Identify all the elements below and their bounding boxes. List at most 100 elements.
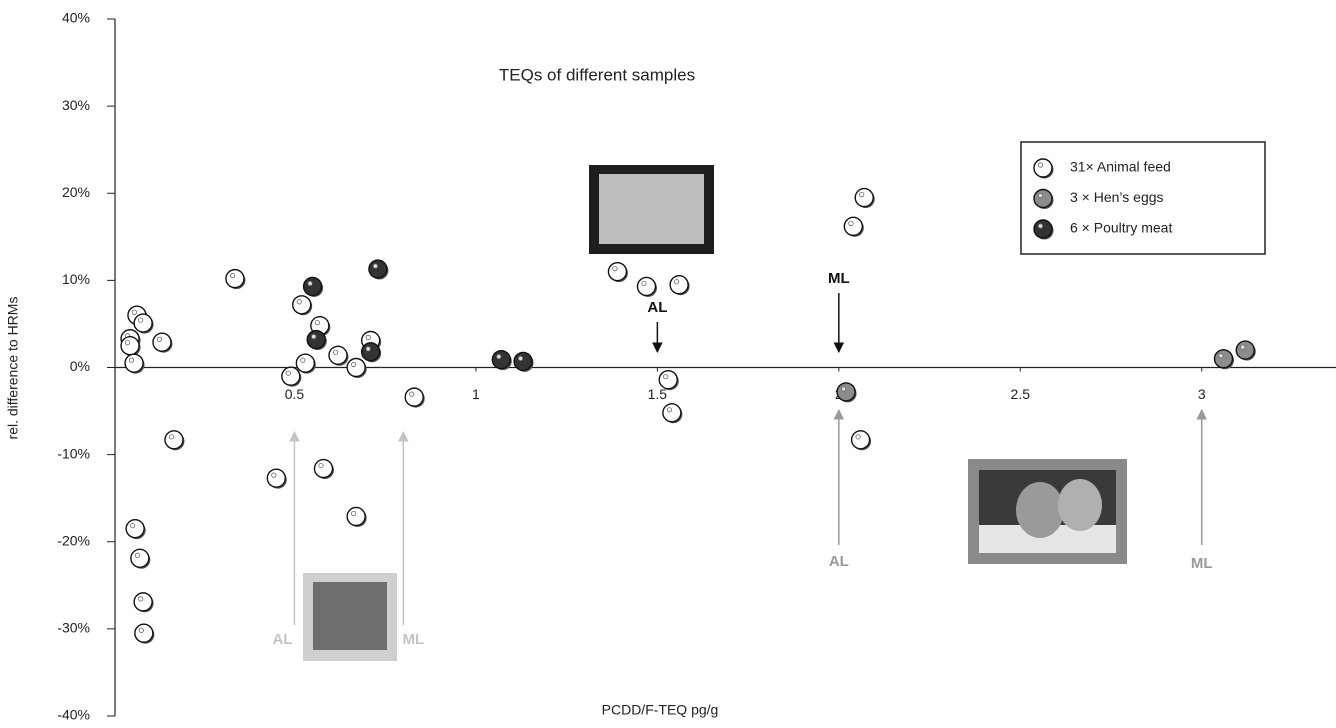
point-part	[138, 318, 142, 322]
y-tick-label: -30%	[57, 620, 90, 636]
point-part	[272, 473, 276, 477]
legend-swatch-part	[1038, 224, 1042, 228]
point-part	[131, 549, 149, 567]
point-part	[674, 280, 678, 284]
y-tick-label: -40%	[57, 707, 90, 723]
point	[226, 270, 246, 290]
point-part	[837, 383, 855, 401]
point	[369, 260, 389, 280]
point	[131, 549, 151, 569]
annotation-label: AL	[829, 553, 849, 570]
point	[855, 189, 875, 209]
point-part	[366, 335, 370, 339]
point	[126, 520, 146, 540]
y-tick-label: 40%	[62, 10, 90, 26]
point-part	[304, 277, 322, 295]
point-part	[856, 435, 860, 439]
point-part	[129, 358, 133, 362]
point-part	[134, 593, 152, 611]
point	[405, 388, 425, 408]
point-part	[125, 354, 143, 372]
point-part	[518, 356, 522, 360]
legend-label: 31× Animal feed	[1070, 159, 1171, 175]
point-part	[514, 352, 532, 370]
point-part	[308, 281, 312, 285]
point-part	[132, 310, 136, 314]
point	[514, 352, 534, 372]
legend-swatch-part	[1038, 193, 1042, 197]
chart: TEQs of different samples PCDD/F-TEQ pg/…	[0, 0, 1336, 728]
point	[844, 217, 864, 237]
point	[608, 263, 628, 283]
point-part	[663, 404, 681, 422]
point-part	[333, 350, 337, 354]
y-tick-label: -10%	[57, 445, 90, 461]
point-part	[296, 354, 314, 372]
point-part	[138, 597, 142, 601]
point-part	[347, 507, 365, 525]
point-part	[121, 337, 139, 355]
point	[852, 431, 872, 451]
point-part	[297, 300, 301, 304]
point-part	[312, 334, 316, 338]
point-part	[307, 331, 325, 349]
x-tick-label: 0.5	[285, 386, 305, 402]
poultry-photo-inner	[599, 174, 704, 244]
y-tick-label: 0%	[70, 358, 90, 374]
point-part	[153, 333, 171, 351]
point-part	[319, 463, 323, 467]
y-tick-label: 10%	[62, 271, 90, 287]
point	[1214, 350, 1234, 370]
point-part	[301, 358, 305, 362]
point-part	[351, 511, 355, 515]
point-part	[637, 277, 655, 295]
point	[296, 354, 316, 374]
point	[135, 624, 155, 644]
point-part	[1236, 341, 1254, 359]
annotation-label: ML	[402, 631, 424, 648]
legend-label: 3 × Hen’s eggs	[1070, 189, 1164, 205]
point	[293, 296, 313, 316]
point-part	[169, 435, 173, 439]
point-part	[125, 341, 129, 345]
point-part	[135, 553, 139, 557]
point-part	[1214, 350, 1232, 368]
point-part	[608, 263, 626, 281]
point	[663, 404, 683, 424]
point-part	[1241, 345, 1245, 349]
egg	[1058, 479, 1102, 531]
point-part	[1219, 354, 1223, 358]
point-part	[659, 371, 677, 389]
point-part	[855, 189, 873, 207]
feed-photo-inner	[313, 582, 387, 650]
x-tick-label: 2.5	[1011, 386, 1031, 402]
legend-label: 6 × Poultry meat	[1070, 220, 1172, 236]
point-part	[135, 624, 153, 642]
point-part	[347, 359, 365, 377]
point-part	[366, 347, 370, 351]
point-part	[157, 337, 161, 341]
point-part	[369, 260, 387, 278]
annotation-label: AL	[272, 631, 292, 648]
y-axis-label: rel. difference to HRMs	[5, 297, 21, 440]
point-part	[492, 351, 510, 369]
annotation-label: ML	[828, 270, 850, 287]
x-tick-label: 3	[1198, 386, 1206, 402]
point-part	[841, 387, 845, 391]
point-part	[410, 392, 414, 396]
point	[134, 314, 154, 334]
point-part	[860, 192, 864, 196]
point-part	[670, 276, 688, 294]
point-part	[282, 367, 300, 385]
legend-swatch-part	[1034, 190, 1052, 208]
point	[314, 460, 334, 480]
legend-swatch-part	[1034, 220, 1052, 238]
annotation-label: ML	[1191, 555, 1213, 572]
point	[347, 359, 367, 379]
legend-swatch-part	[1038, 163, 1042, 167]
point	[1236, 341, 1256, 361]
point-part	[405, 388, 423, 406]
point	[165, 431, 185, 451]
point-part	[852, 431, 870, 449]
x-axis-label: PCDD/F-TEQ pg/g	[602, 702, 719, 718]
